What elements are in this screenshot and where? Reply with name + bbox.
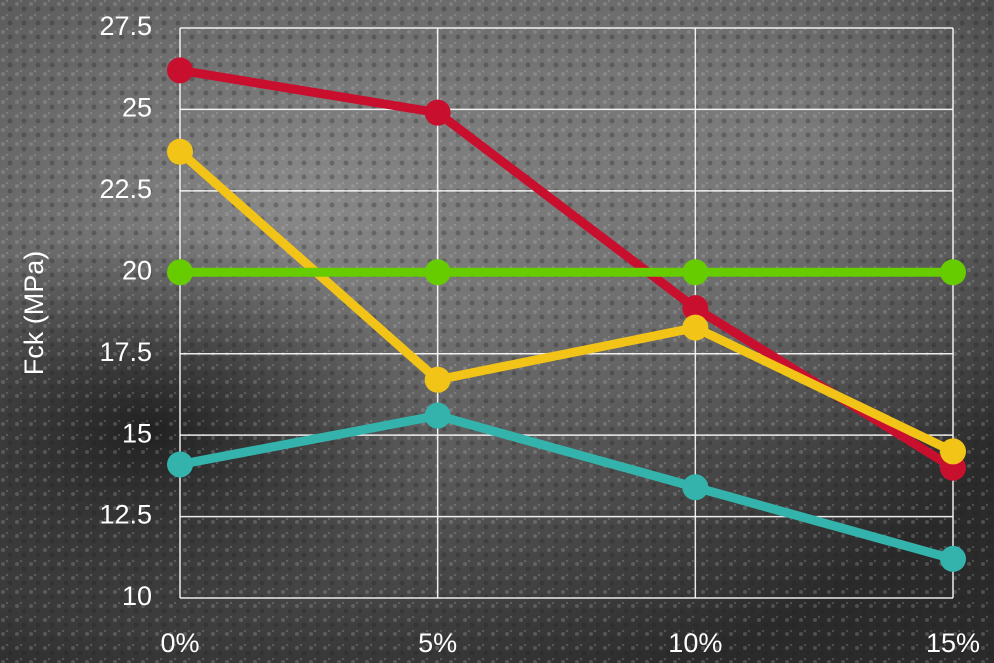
y-tick-label: 15 bbox=[122, 418, 152, 448]
data-point bbox=[940, 259, 966, 285]
y-tick-label: 25 bbox=[122, 93, 152, 123]
chart: Fck (MPa) 10 12.5 15 17.5 20 22.5 25 27.5 0% 5% 10… bbox=[0, 0, 994, 663]
data-point bbox=[167, 451, 193, 477]
data-point bbox=[167, 259, 193, 285]
x-tick-label: 0% bbox=[160, 628, 199, 658]
x-tick-label: 10% bbox=[668, 628, 722, 658]
data-point bbox=[167, 139, 193, 165]
x-tick-label: 5% bbox=[418, 628, 457, 658]
page: Fck (MPa) 10 12.5 15 17.5 20 22.5 25 27.5 0% 5% 10… bbox=[0, 0, 994, 663]
data-point bbox=[682, 259, 708, 285]
data-point bbox=[682, 315, 708, 341]
y-axis-label: Fck (MPa) bbox=[19, 251, 49, 376]
y-tick-label: 22.5 bbox=[99, 174, 152, 204]
y-tick-label: 10 bbox=[122, 581, 152, 611]
y-tick-label: 17.5 bbox=[99, 337, 152, 367]
data-point bbox=[167, 57, 193, 83]
data-point bbox=[425, 100, 451, 126]
x-tick-label: 15% bbox=[926, 628, 980, 658]
data-point bbox=[940, 438, 966, 464]
data-point bbox=[682, 474, 708, 500]
data-point bbox=[425, 403, 451, 429]
data-point bbox=[940, 546, 966, 572]
data-point bbox=[425, 367, 451, 393]
y-tick-label: 20 bbox=[122, 255, 152, 285]
data-point bbox=[425, 259, 451, 285]
y-tick-label: 27.5 bbox=[99, 11, 152, 41]
y-tick-label: 12.5 bbox=[99, 500, 152, 530]
